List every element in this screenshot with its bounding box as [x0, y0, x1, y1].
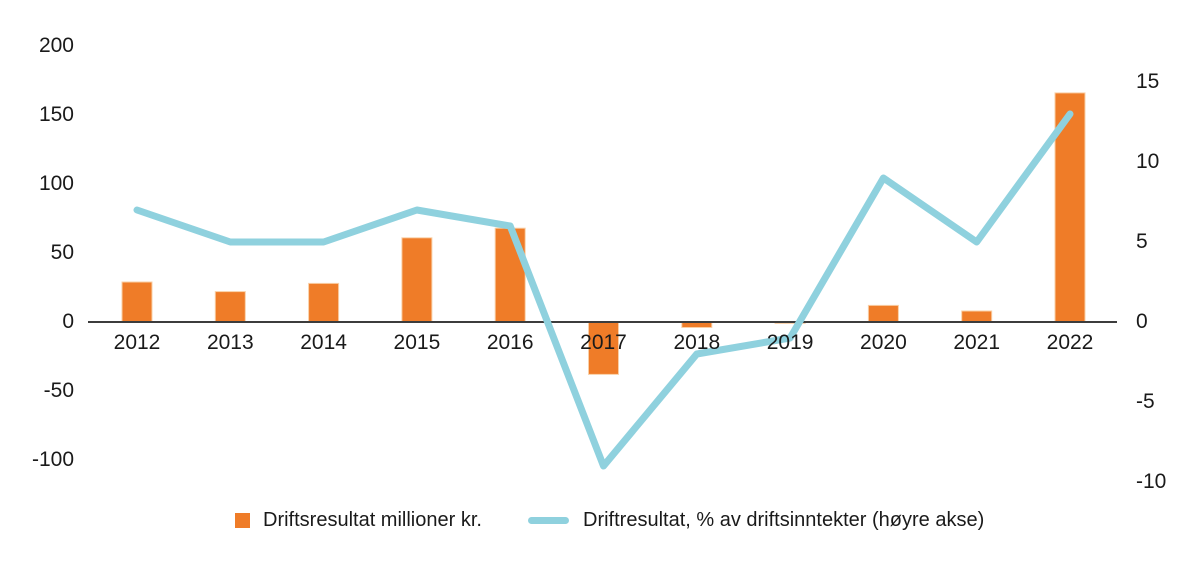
legend-item-bars: Driftsresultat millioner kr. [235, 504, 482, 536]
left-tick--100: -100 [31, 448, 74, 471]
left-tick-200: 200 [38, 34, 74, 57]
year-label-2014: 2014 [300, 331, 347, 354]
bar-2022 [1054, 92, 1086, 323]
right-tick--10: -10 [1136, 470, 1167, 493]
left-tick-0: 0 [62, 310, 74, 333]
year-label-2015: 2015 [393, 331, 441, 354]
year-label-2021: 2021 [953, 331, 1001, 354]
year-label-2012: 2012 [113, 331, 161, 354]
left-tick--50: -50 [43, 379, 74, 402]
line-legend-swatch [528, 516, 569, 524]
bar-2021 [961, 310, 993, 323]
legend-label-line: Driftresultat, % av driftsinntekter (høy… [583, 508, 985, 531]
bar-2020 [867, 304, 899, 323]
bar-2015 [401, 237, 433, 323]
bar-legend-swatch [235, 512, 250, 528]
bar-2017 [588, 321, 619, 375]
bar-2014 [308, 282, 340, 323]
percent-line-series [133, 110, 1074, 470]
right-tick-15: 15 [1136, 70, 1160, 93]
x-axis-line [88, 321, 1117, 323]
left-tick-50: 50 [50, 241, 74, 264]
bar-2012 [121, 281, 153, 323]
year-label-2018: 2018 [673, 331, 721, 354]
left-tick-150: 150 [38, 103, 74, 126]
year-label-2022: 2022 [1046, 331, 1094, 354]
bars-series [121, 92, 1086, 375]
year-label-2017: 2017 [580, 331, 627, 354]
year-label-2013: 2013 [206, 331, 254, 354]
right-tick-10: 10 [1136, 150, 1160, 173]
legend: Driftsresultat millioner kr. Driftresult… [0, 504, 1198, 536]
year-label-2019: 2019 [766, 331, 814, 354]
bar-2016 [494, 227, 526, 323]
legend-item-line: Driftresultat, % av driftsinntekter (høy… [528, 504, 984, 536]
right-tick--5: -5 [1136, 390, 1155, 413]
right-tick-5: 5 [1136, 230, 1148, 253]
right-tick-0: 0 [1136, 310, 1148, 333]
left-tick-100: 100 [38, 172, 74, 195]
year-label-2020: 2020 [860, 331, 907, 354]
bar-2013 [214, 291, 246, 323]
year-label-2016: 2016 [486, 331, 534, 354]
legend-label-bars: Driftsresultat millioner kr. [263, 508, 482, 531]
